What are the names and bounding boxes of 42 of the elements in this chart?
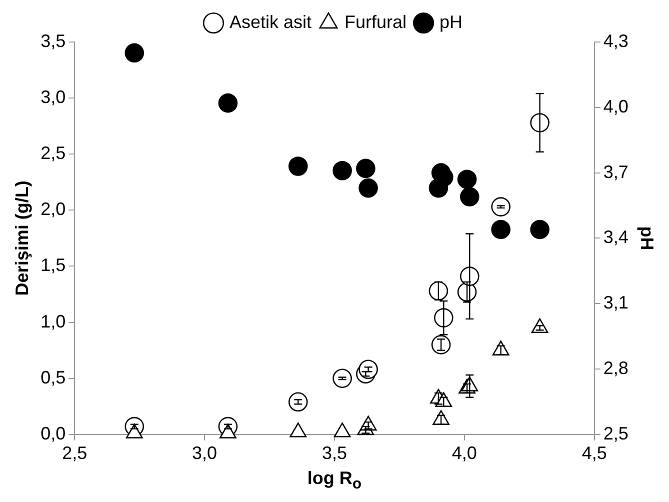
point xyxy=(124,43,144,63)
y2-tick-label: 2,5 xyxy=(603,423,628,444)
point xyxy=(288,392,308,412)
point xyxy=(457,170,477,189)
point xyxy=(358,178,378,198)
y2-tick-label: 3,7 xyxy=(603,162,628,182)
point xyxy=(288,156,308,176)
y2-tick-label: 3,1 xyxy=(603,292,628,313)
x-tick-label: 3,0 xyxy=(192,443,218,464)
y-tick-label: 3,5 xyxy=(40,30,66,51)
point xyxy=(491,197,510,216)
legend-label: Furfural xyxy=(344,12,407,32)
point xyxy=(530,220,550,240)
y-tick-label: 2,0 xyxy=(40,199,66,220)
y2-tick-label: 2,8 xyxy=(603,358,628,378)
y-tick-label: 1,5 xyxy=(40,255,66,276)
y-tick-label: 2,5 xyxy=(40,143,66,164)
y2-tick-label: 4,3 xyxy=(603,30,628,51)
point xyxy=(460,187,480,206)
point xyxy=(218,93,238,113)
y-tick-label: 3,0 xyxy=(40,87,66,108)
x-axis-title: log R$_{o}$ xyxy=(306,468,363,493)
y-axis-title: Derişimi (g/L) xyxy=(12,180,32,296)
point xyxy=(491,220,510,240)
x-tick-label: 4,0 xyxy=(452,443,477,464)
y-tick-label: 0,5 xyxy=(40,367,66,388)
y-tick-label: 1,0 xyxy=(40,311,66,332)
x-tick-label: 4,5 xyxy=(582,443,607,464)
point xyxy=(332,160,352,180)
y2-tick-label: 4,0 xyxy=(603,96,628,116)
point xyxy=(428,281,448,301)
point xyxy=(332,368,352,388)
point xyxy=(356,158,376,178)
x-tick-label: 3,5 xyxy=(322,443,348,464)
y-tick-label: 0,0 xyxy=(40,423,66,444)
point xyxy=(431,335,451,354)
legend-label: pH xyxy=(440,12,463,32)
point xyxy=(434,308,454,328)
y2-tick-label: 3,4 xyxy=(603,227,628,248)
x-tick-label: 2,5 xyxy=(62,443,88,464)
legend-label: Asetik asit xyxy=(229,12,312,32)
y2-axis-title: pH xyxy=(637,226,658,250)
